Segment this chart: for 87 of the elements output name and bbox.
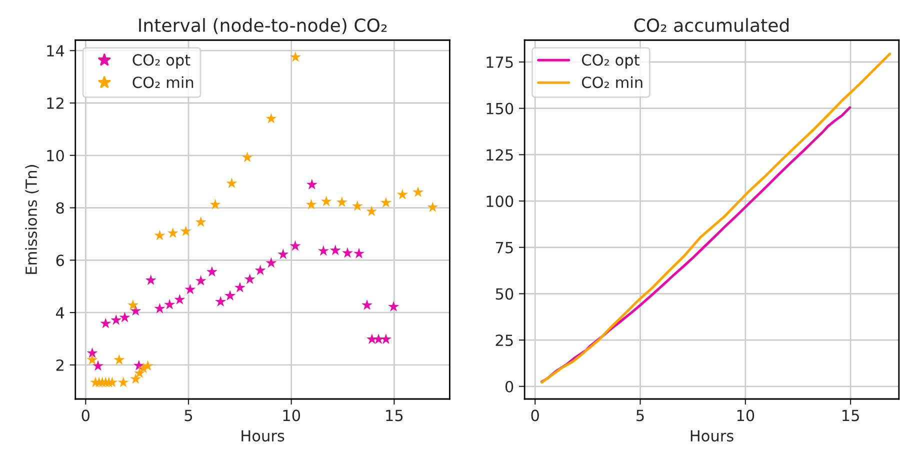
y-tick-label: 25 [496, 334, 513, 346]
point [306, 198, 317, 210]
point [336, 196, 348, 207]
x-tick-label: 15 [842, 410, 859, 422]
point [352, 200, 363, 211]
point [342, 247, 354, 258]
chart-title: Interval (node-to-node) CO₂ [139, 18, 387, 34]
point [86, 354, 98, 365]
x-tick-label: 5 [636, 410, 644, 422]
point [180, 226, 192, 236]
point [320, 196, 332, 206]
point [145, 274, 156, 286]
x-tick-label: 0 [531, 410, 539, 422]
point [318, 245, 329, 256]
y-tick-label: 12 [47, 97, 64, 109]
point [119, 312, 130, 322]
point [110, 314, 122, 325]
point [210, 198, 221, 210]
point [380, 196, 392, 208]
point [306, 178, 318, 190]
point [266, 112, 277, 124]
x-tick-label: 10 [283, 410, 300, 422]
y-tick-label: 10 [47, 150, 64, 162]
point [266, 257, 277, 268]
point [114, 354, 125, 365]
legend-label: CO₂ min [582, 76, 642, 88]
point [142, 360, 154, 371]
point [242, 152, 253, 162]
y-tick-label: 6 [56, 254, 64, 266]
point [174, 294, 186, 304]
y-tick-label: 4 [56, 307, 64, 318]
point [278, 248, 289, 260]
point [224, 290, 236, 300]
point [254, 264, 266, 276]
point [412, 186, 424, 198]
point [106, 376, 118, 388]
point [100, 318, 112, 328]
y-tick-label: 14 [47, 45, 64, 56]
y-tick-label: 2 [56, 359, 64, 371]
point [362, 299, 373, 310]
point [195, 216, 206, 227]
point [366, 206, 378, 216]
point [396, 188, 408, 200]
point [167, 227, 178, 238]
x-tick-label: 5 [184, 410, 192, 422]
point [290, 51, 301, 62]
point [134, 368, 146, 378]
point [154, 230, 166, 240]
point [234, 282, 246, 292]
y-tick-label: 75 [496, 242, 513, 254]
y-tick-label: 50 [496, 288, 514, 300]
point [195, 275, 206, 286]
point [388, 300, 400, 312]
point [130, 305, 142, 316]
point [330, 244, 341, 256]
point [427, 201, 438, 212]
x-tick-label: 0 [82, 410, 90, 422]
point [127, 299, 138, 310]
y-tick-label: 175 [486, 56, 513, 68]
x-axis-title: Hours [690, 430, 734, 442]
x-tick-label: 15 [386, 410, 403, 422]
point [215, 296, 226, 307]
chart-title: CO₂ accumulated [634, 18, 789, 32]
y-tick-label: 0 [505, 380, 514, 392]
legend-label: CO₂ min [132, 76, 194, 88]
point [206, 266, 218, 277]
y-tick-label: 125 [486, 149, 513, 161]
point [353, 248, 365, 258]
line-series [540, 52, 892, 384]
y-axis-title: Emissions (Tn) [25, 165, 39, 274]
point [86, 347, 98, 358]
point [118, 376, 129, 388]
point [226, 178, 238, 188]
point [290, 240, 301, 251]
point [244, 273, 256, 284]
point [154, 302, 166, 314]
x-tick-label: 10 [737, 410, 754, 422]
legend-label: CO₂ opt [132, 54, 190, 69]
y-tick-label: 8 [56, 202, 64, 214]
legend-label: CO₂ opt [582, 54, 640, 69]
point [92, 360, 104, 371]
point [130, 373, 142, 384]
point [164, 298, 176, 310]
y-tick-label: 150 [486, 102, 514, 114]
x-axis-title: Hours [242, 430, 284, 442]
point [184, 284, 196, 294]
y-tick-label: 100 [486, 195, 514, 208]
